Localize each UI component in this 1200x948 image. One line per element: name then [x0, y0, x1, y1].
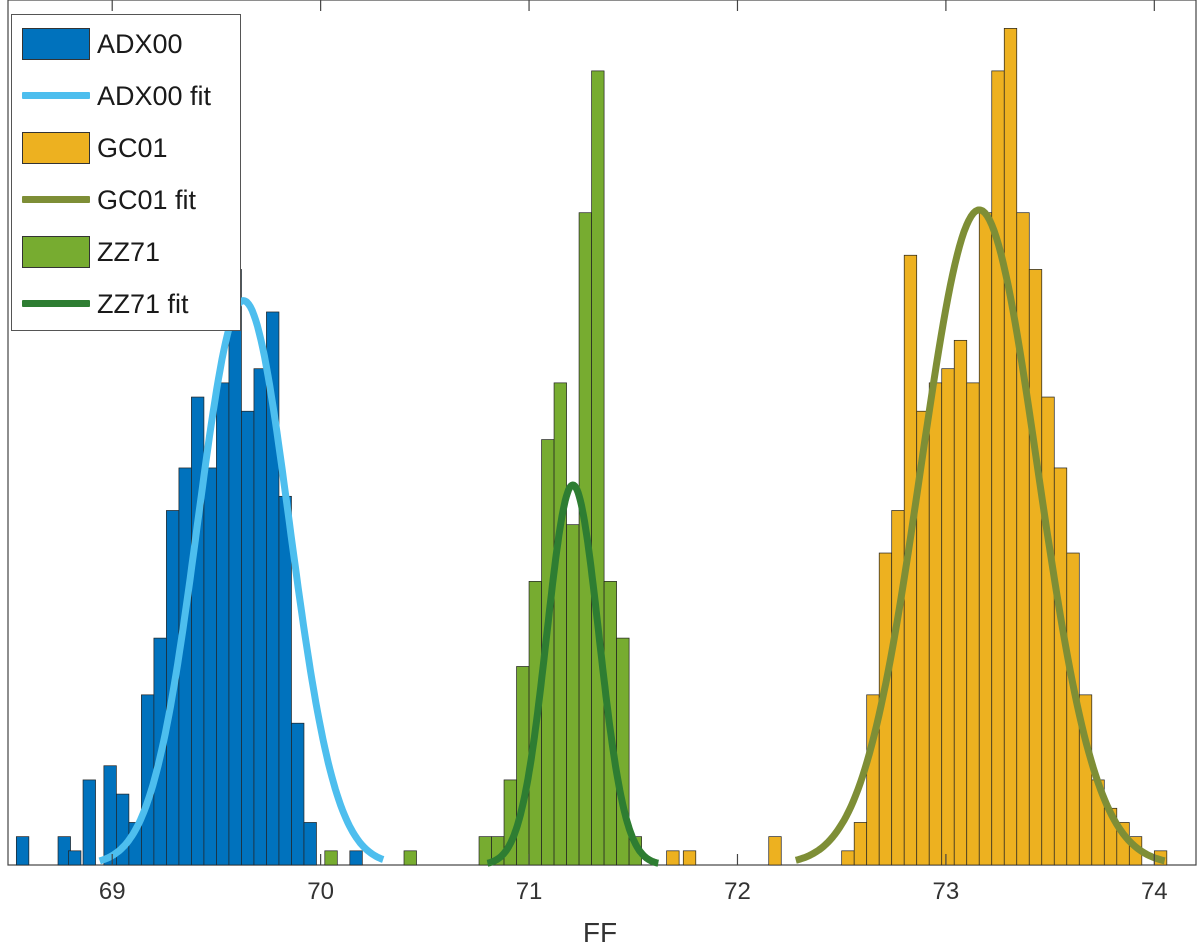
legend-swatch-zz71	[22, 236, 90, 268]
legend-label-adx00: ADX00	[97, 29, 183, 59]
bar-gc01	[978, 212, 993, 866]
bar-gc01	[841, 850, 855, 866]
bar-gc01	[1053, 467, 1068, 866]
bar-gc01	[1028, 269, 1043, 866]
bar-adx00	[303, 822, 317, 866]
bar-gc01	[891, 510, 905, 866]
x-axis: 69 70 71 72 73 74	[99, 854, 1168, 905]
x-tick-label: 73	[933, 878, 960, 905]
bar-gc01	[768, 836, 782, 866]
legend-swatch-gc01-fit	[22, 196, 90, 203]
legend-item-adx00: ADX00	[22, 24, 232, 64]
legend-item-gc01: GC01	[22, 128, 232, 168]
bar-gc01	[966, 382, 980, 866]
bar-gc01	[1041, 396, 1055, 866]
bar-adx00	[349, 850, 363, 866]
bar-gc01	[928, 382, 943, 866]
bar-gc01	[941, 368, 955, 866]
bar-adx00	[278, 495, 292, 866]
bar-adx00	[228, 269, 242, 866]
x-tick-label: 69	[99, 878, 126, 905]
legend-swatch-gc01	[22, 132, 90, 164]
fit-curve-adx00-fit	[98, 297, 385, 865]
bar-zz71	[566, 524, 580, 866]
x-axis-label: FF	[582, 917, 618, 948]
bar-adx00	[15, 836, 30, 866]
legend-item-adx00-fit: ADX00 fit	[22, 76, 232, 116]
fit-curve-zz71-fit	[484, 481, 661, 867]
legend-item-zz71: ZZ71	[22, 232, 232, 272]
legend-swatch-adx00-fit	[22, 92, 90, 99]
legend-label-adx00-fit: ADX00 fit	[97, 81, 212, 111]
x-tick-label: 74	[1141, 878, 1168, 905]
x-tick-label: 72	[724, 878, 751, 905]
bar-adx00	[82, 779, 96, 866]
bar-adx00	[291, 722, 305, 866]
bar-gc01	[682, 850, 697, 866]
bar-gc01	[1003, 28, 1018, 866]
bar-adx00	[253, 368, 267, 866]
x-tick-label: 71	[516, 878, 543, 905]
legend-label-zz71-fit: ZZ71 fit	[97, 289, 189, 319]
legend-swatch-zz71-fit	[22, 300, 90, 307]
bar-gc01	[991, 70, 1005, 866]
legend-label-gc01: GC01	[97, 133, 168, 163]
bar-adx00	[68, 850, 82, 866]
legend-item-gc01-fit: GC01 fit	[22, 180, 232, 220]
legend: ADX00 ADX00 fit GC01 GC01 fit ZZ71 ZZ71 …	[11, 14, 241, 331]
fit-curve-gc01-fit	[794, 206, 1166, 865]
bar-gc01	[853, 822, 868, 866]
bar-adx00	[216, 382, 230, 866]
legend-label-gc01-fit: GC01 fit	[97, 185, 197, 215]
bar-gc01	[1016, 212, 1030, 866]
bar-zz71	[591, 70, 605, 866]
bar-adx00	[241, 410, 255, 866]
legend-label-zz71: ZZ71	[97, 237, 161, 267]
bar-zz71	[324, 850, 338, 866]
histogram-bars	[15, 28, 1168, 866]
bar-gc01	[666, 850, 680, 866]
bar-adx00	[203, 467, 217, 866]
x-tick-label: 70	[307, 878, 334, 905]
top-ticks	[111, 0, 1155, 11]
legend-swatch-adx00	[22, 28, 90, 60]
fit-curves	[98, 206, 1166, 867]
bar-zz71	[403, 850, 417, 866]
bar-gc01	[953, 339, 968, 866]
legend-item-zz71-fit: ZZ71 fit	[22, 284, 232, 324]
bar-zz71	[553, 382, 567, 866]
